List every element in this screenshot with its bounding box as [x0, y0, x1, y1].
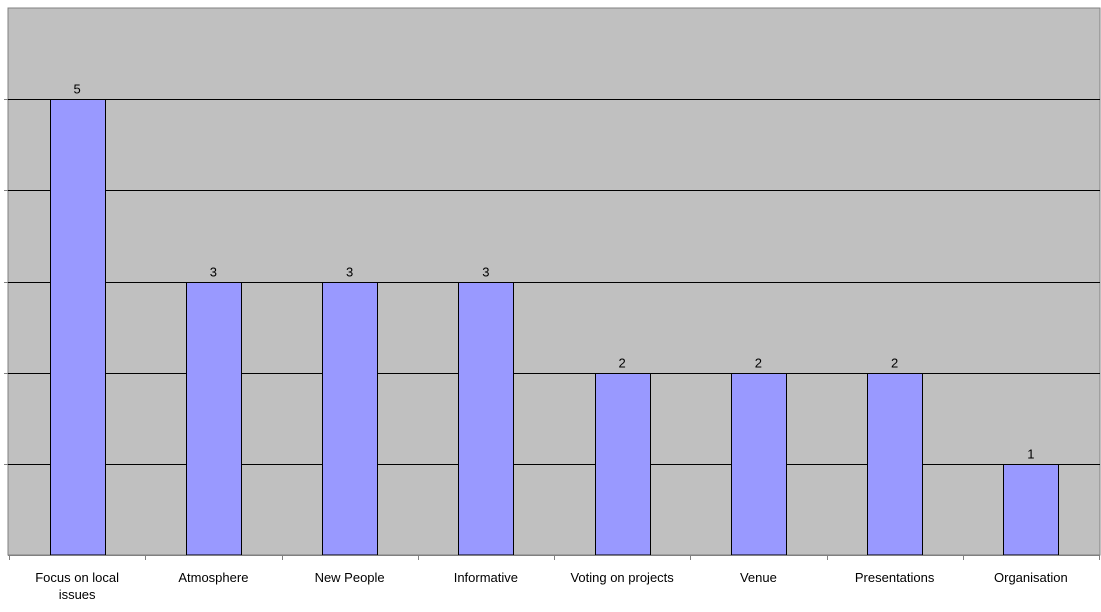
plot-area: [7, 7, 1101, 556]
data-label: 2: [755, 356, 762, 371]
data-label: 2: [619, 356, 626, 371]
bar: [186, 282, 242, 556]
bar: [867, 373, 923, 556]
x-axis: [8, 555, 1100, 560]
x-tick-label: Focus on local issues: [35, 570, 119, 602]
data-label: 5: [74, 82, 81, 97]
x-tick-label: Presentations: [855, 570, 935, 585]
x-tick-label: Voting on projects: [570, 570, 674, 585]
bar: [458, 282, 514, 556]
data-label: 2: [891, 356, 898, 371]
data-label: 3: [346, 265, 353, 280]
data-label: 3: [482, 265, 489, 280]
bar: [595, 373, 651, 556]
data-label: 1: [1027, 447, 1034, 462]
x-tick-label: Informative: [454, 570, 518, 585]
bar: [1003, 464, 1059, 556]
x-tick-labels: Focus on local issues Atmosphere New People…: [35, 570, 1068, 602]
data-labels: 5 3 3 3 2 2 2 1: [74, 82, 1035, 462]
bar: [322, 282, 378, 556]
bar: [731, 373, 787, 556]
x-tick-label: Organisation: [994, 570, 1068, 585]
bar: [50, 99, 106, 556]
x-tick-label: New People: [315, 570, 385, 585]
data-label: 3: [210, 265, 217, 280]
x-tick-label: Venue: [740, 570, 777, 585]
x-tick-label: Atmosphere: [178, 570, 248, 585]
